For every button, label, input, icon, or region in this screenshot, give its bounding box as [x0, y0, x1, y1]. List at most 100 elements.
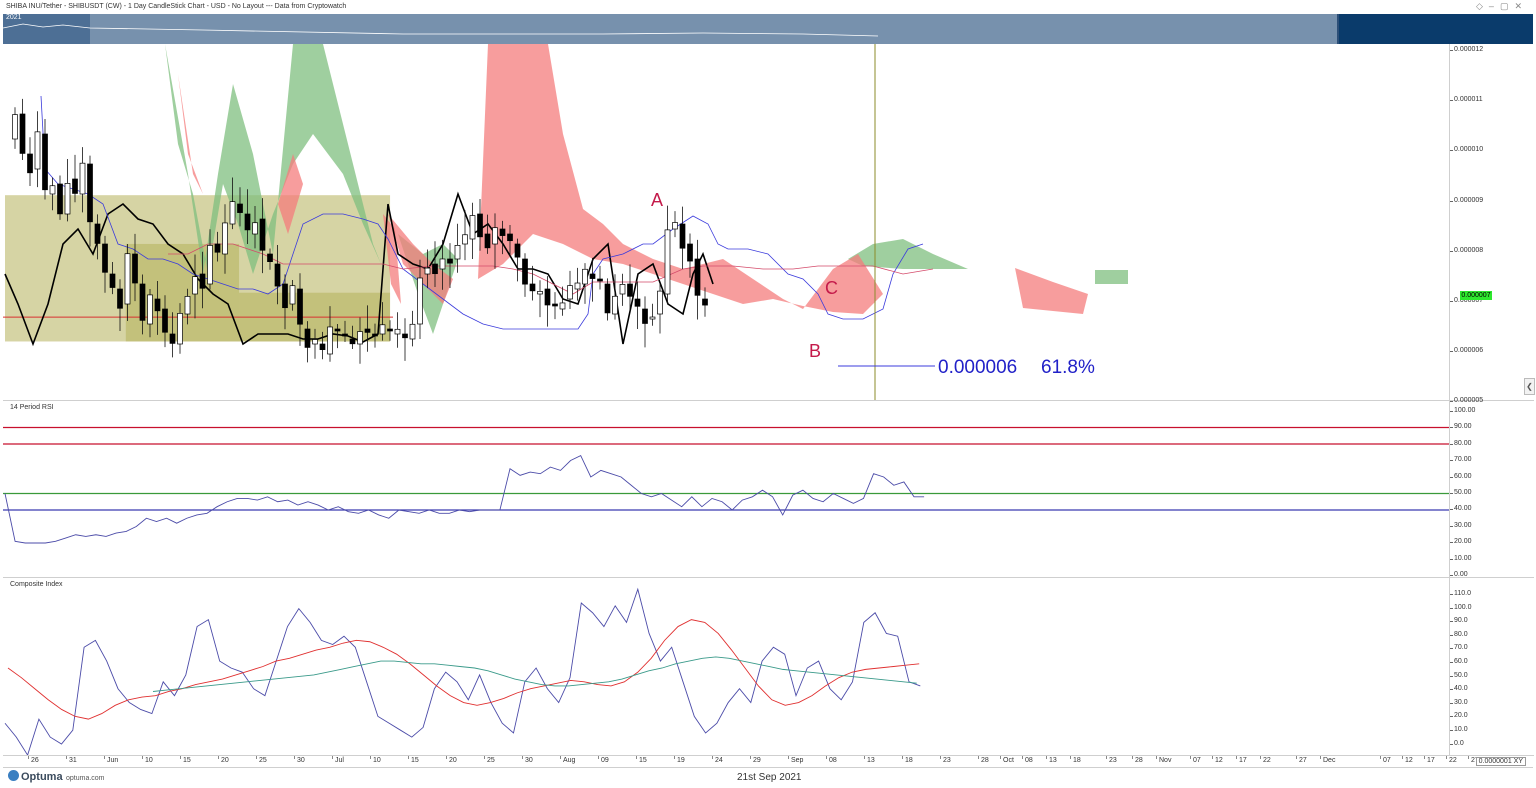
candle-body [124, 253, 131, 305]
x-tick-label: Jun [103, 756, 119, 764]
candle-body [147, 294, 153, 325]
ci-axis[interactable]: 110.0 100.0 90.0 80.0 70.0 60.0 50.0 40.0 30.0 20… [1449, 578, 1534, 756]
x-tick-label: 28 [978, 756, 989, 764]
candle-body [109, 273, 116, 288]
x-tick-label: 25 [256, 756, 267, 764]
x-tick-label: 23 [1106, 756, 1117, 764]
candle-body [252, 222, 258, 235]
candle-body [694, 258, 701, 296]
ci-panel[interactable]: Composite Index [3, 578, 1449, 756]
axis-tick-label: 0.000008 [1449, 246, 1484, 254]
candle-body [162, 308, 168, 333]
site-label: optuma.com [66, 775, 105, 782]
candle-body [514, 243, 521, 258]
x-tick-label: Dec [1319, 756, 1336, 764]
window-controls: ◇–▢✕ [1476, 0, 1528, 13]
tenkan-line [40, 95, 924, 330]
fib-level-percent: 61.8% [1041, 357, 1095, 378]
candle-body [387, 328, 393, 332]
candle-body [702, 298, 708, 306]
last-price-tag: 0.000007 [1460, 291, 1492, 300]
bull-cloud [848, 239, 968, 269]
axis-tick-label: 90.0 [1450, 617, 1468, 625]
candle-body [499, 228, 506, 236]
candle-body [27, 153, 33, 174]
axis-tick-label: 100.00 [1449, 407, 1476, 414]
overview-navigator[interactable]: 2021 [3, 14, 1533, 44]
window-title: SHIBA INU/Tether - SHIBUSDT (CW) - 1 Day… [6, 3, 347, 10]
fib-level-value: 0.000006 [938, 357, 1017, 378]
candle-body [394, 328, 401, 335]
candle-body [319, 343, 326, 350]
candle-body [529, 283, 536, 292]
candle-body [132, 253, 138, 284]
diamond-icon[interactable]: ◇ [1476, 1, 1489, 11]
candle-body [537, 291, 543, 295]
time-axis[interactable]: 26 31 Jun 10 15 20 25 30 Jul 10 15 20 25 30 Aug 09 15 19 2… [3, 756, 1533, 768]
candle-body [274, 263, 281, 287]
x-tick-label: 18 [902, 756, 913, 764]
axis-tick-label: 40.0 [1450, 685, 1468, 693]
optuma-logo: Optuma [8, 770, 63, 783]
candle-body [424, 267, 431, 275]
wave-label-b: B [809, 341, 821, 361]
candle-body [297, 288, 303, 325]
axis-tick-label: 0.000010 [1449, 146, 1484, 154]
ci-fast-ma-line [7, 619, 920, 720]
overview-right-window[interactable] [1339, 14, 1533, 44]
candle-body [79, 162, 86, 195]
candle-body [657, 290, 663, 315]
x-tick-label: 07 [1190, 756, 1201, 764]
close-icon[interactable]: ✕ [1514, 1, 1528, 11]
bear-cloud [1015, 268, 1088, 314]
price-panel[interactable]: A B C 0.000006 61.8% [3, 44, 1449, 401]
axis-tick-label: 60.00 [1450, 472, 1472, 480]
axis-tick-label: 20.0 [1450, 712, 1468, 720]
candle-body [582, 268, 588, 285]
candle-body [409, 323, 416, 340]
ci-line [4, 587, 921, 755]
overview-handle[interactable] [1337, 14, 1340, 44]
candle-body [349, 338, 356, 345]
x-tick-label: 08 [1022, 756, 1033, 764]
candle-body [627, 283, 633, 297]
ci-chart [4, 587, 921, 755]
candle-body [507, 233, 513, 242]
rsi-axis[interactable]: 100.00 90.00 80.00 70.00 60.00 50.00 40.00 30.0… [1449, 401, 1534, 578]
maximize-icon[interactable]: ▢ [1499, 1, 1515, 11]
ci-label: Composite Index [10, 581, 63, 588]
price-axis[interactable]: 0.000012 0.000011 0.000010 0.000009 0.000008… [1449, 44, 1534, 404]
candle-body [634, 298, 641, 307]
x-tick-label: 15 [636, 756, 647, 764]
candle-body [364, 328, 371, 333]
candle-body [619, 284, 626, 295]
candle-body [372, 333, 378, 337]
collapse-panel-button[interactable]: ❮ [1524, 378, 1535, 395]
candle-body [192, 276, 198, 295]
candle-body [244, 213, 251, 231]
candle-body [34, 131, 41, 170]
x-tick-label: 30 [294, 756, 305, 764]
candle-body [222, 222, 228, 255]
candle-body [612, 295, 618, 315]
candle-body [664, 229, 671, 295]
x-tick-label: 20 [218, 756, 229, 764]
axis-tick-label: 90.00 [1450, 423, 1472, 431]
candle-body [312, 339, 318, 345]
x-tick-label: Jul [332, 756, 344, 764]
scale-readout[interactable]: 0.0000001 XY [1475, 757, 1526, 766]
candle-body [154, 298, 161, 312]
axis-tick-label: 0.000012 [1449, 46, 1484, 53]
candle-body [642, 308, 648, 324]
axis-tick-label: 70.0 [1450, 644, 1468, 652]
rsi-panel[interactable]: 14 Period RSI [3, 401, 1449, 578]
candle-body [439, 258, 446, 270]
candle-body [49, 185, 56, 195]
candle-body [402, 333, 408, 339]
x-tick-label: Aug [559, 756, 576, 764]
minimize-icon[interactable]: – [1488, 1, 1500, 11]
candle-body [102, 243, 108, 273]
x-tick-label: 28 [1132, 756, 1143, 764]
x-tick-label: 15 [408, 756, 419, 764]
optuma-logo-icon [8, 770, 19, 781]
